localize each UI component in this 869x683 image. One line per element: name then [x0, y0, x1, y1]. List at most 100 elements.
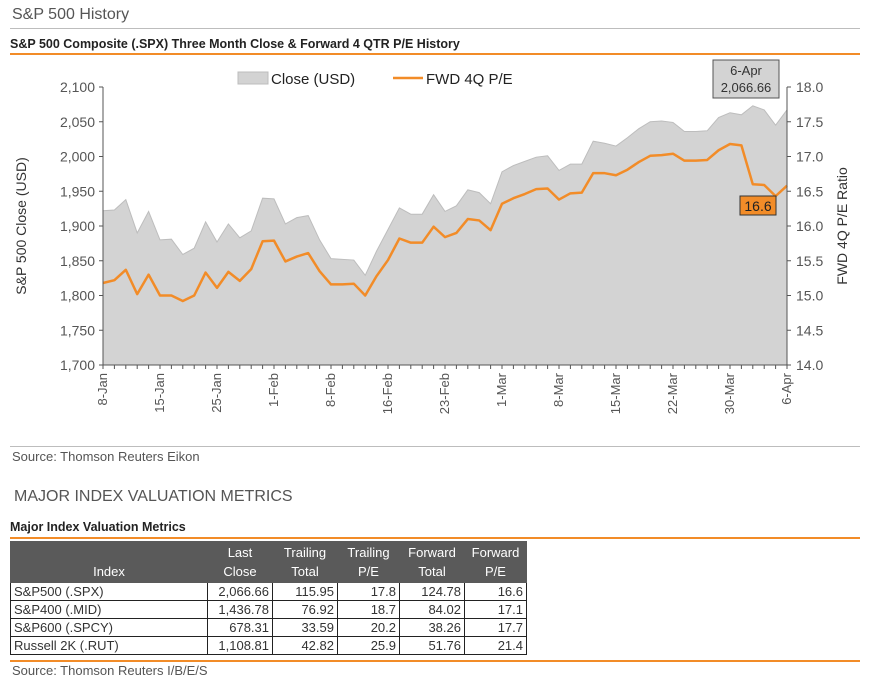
x-tick-label: 23-Feb: [437, 373, 452, 414]
x-tick-label: 15-Mar: [608, 372, 623, 414]
legend-label-close: Close (USD): [271, 71, 355, 88]
header-trailing-pe: Trailing P/E: [337, 541, 400, 583]
y-tick-label-left: 1,800: [60, 288, 95, 304]
legend-label-pe: FWD 4Q P/E: [426, 71, 513, 88]
y-tick-label-right: 16.0: [796, 218, 823, 234]
cell-index: S&P400 (.MID): [10, 600, 208, 619]
chart-title-rule: [10, 53, 860, 55]
section-title: MAJOR INDEX VALUATION METRICS: [14, 488, 293, 505]
cell-forward-pe: 21.4: [464, 636, 527, 655]
cell-trailing-pe: 20.2: [337, 618, 400, 637]
header-line2: Close: [223, 564, 257, 579]
header-line2: P/E: [358, 564, 379, 579]
table-row: Russell 2K (.RUT) 1,108.81 42.82 25.9 51…: [10, 636, 527, 655]
x-tick-label: 1-Feb: [266, 373, 281, 407]
last-close-callout-value: 2,066.66: [721, 80, 772, 95]
y-tick-label-right: 14.5: [796, 322, 823, 338]
table-row: S&P400 (.MID) 1,436.78 76.92 18.7 84.02 …: [10, 600, 527, 619]
cell-last-close: 2,066.66: [207, 582, 273, 601]
header-line2: Total: [418, 564, 446, 579]
cell-forward-pe: 16.6: [464, 582, 527, 601]
table-row: S&P600 (.SPCY) 678.31 33.59 20.2 38.26 1…: [10, 618, 527, 637]
cell-index: S&P600 (.SPCY): [10, 618, 208, 637]
cell-forward-pe: 17.1: [464, 600, 527, 619]
table-source: Source: Thomson Reuters I/B/E/S: [12, 663, 208, 678]
header-trailing-total: Trailing Total: [272, 541, 338, 583]
header-line1: [14, 543, 204, 562]
y-tick-label-right: 18.0: [796, 79, 823, 95]
cell-trailing-pe: 25.9: [337, 636, 400, 655]
last-pe-callout-value: 16.6: [744, 198, 771, 214]
cell-forward-pe: 17.7: [464, 618, 527, 637]
header-line1: Forward: [408, 545, 456, 560]
header-line1: Last: [227, 545, 253, 560]
cell-trailing-total: 33.59: [272, 618, 338, 637]
x-tick-label: 1-Mar: [494, 372, 509, 407]
table-bottom-rule: [10, 660, 860, 662]
header-index: Index: [10, 541, 208, 583]
header-line2: Total: [291, 564, 319, 579]
cell-trailing-total: 76.92: [272, 600, 338, 619]
y-tick-label-right: 16.5: [796, 183, 823, 199]
chart-source: Source: Thomson Reuters Eikon: [12, 449, 200, 464]
header-line2: P/E: [485, 564, 506, 579]
y-tick-label-left: 2,000: [60, 149, 95, 165]
y-tick-label-left: 1,700: [60, 357, 95, 373]
table-row: S&P500 (.SPX) 2,066.66 115.95 17.8 124.7…: [10, 582, 527, 601]
cell-trailing-total: 42.82: [272, 636, 338, 655]
cell-last-close: 678.31: [207, 618, 273, 637]
cell-last-close: 1,108.81: [207, 636, 273, 655]
cell-trailing-pe: 18.7: [337, 600, 400, 619]
x-tick-label: 8-Jan: [95, 373, 110, 406]
valuation-table: Index Last Close Trailing Total Trailing…: [10, 541, 527, 655]
y-tick-label-left: 2,100: [60, 79, 95, 95]
y-tick-label-left: 1,950: [60, 183, 95, 199]
y-tick-label-left: 1,900: [60, 218, 95, 234]
y-tick-label-right: 17.0: [796, 149, 823, 165]
cell-forward-total: 51.76: [399, 636, 465, 655]
table-title-rule: [10, 537, 860, 539]
y-tick-label-right: 14.0: [796, 357, 823, 373]
y-tick-label-right: 17.5: [796, 114, 823, 130]
cell-index: Russell 2K (.RUT): [10, 636, 208, 655]
cell-last-close: 1,436.78: [207, 600, 273, 619]
x-tick-label: 16-Feb: [380, 373, 395, 414]
x-tick-label: 25-Jan: [209, 373, 224, 413]
header-line1: Trailing: [283, 545, 327, 560]
y-axis-left-title: S&P 500 Close (USD): [13, 157, 29, 294]
chart-title: S&P 500 Composite (.SPX) Three Month Clo…: [10, 37, 460, 51]
header-line2: Index: [93, 564, 125, 579]
x-tick-label: 22-Mar: [665, 372, 680, 414]
y-axis-right-title: FWD 4Q P/E Ratio: [834, 167, 850, 285]
last-pe-callout-box: [739, 195, 777, 216]
cell-forward-total: 84.02: [399, 600, 465, 619]
sp500-history-chart: 1,700 1,750 1,800 1,850 1,900 1,950 2,000 2,050…: [13, 59, 850, 414]
cell-trailing-pe: 17.8: [337, 582, 400, 601]
y-tick-label-left: 2,050: [60, 114, 95, 130]
cell-forward-total: 38.26: [399, 618, 465, 637]
cell-forward-total: 124.78: [399, 582, 465, 601]
chart-bottom-divider: [10, 446, 860, 447]
table-title: Major Index Valuation Metrics: [10, 520, 186, 534]
header-forward-pe: Forward P/E: [464, 541, 527, 583]
legend-swatch-close: [237, 71, 269, 85]
y-tick-label-left: 1,850: [60, 253, 95, 269]
last-close-callout-date: 6-Apr: [730, 63, 762, 78]
close-area-series: [102, 105, 788, 366]
table-header-row: Index Last Close Trailing Total Trailing…: [10, 541, 527, 583]
x-tick-label: 30-Mar: [722, 372, 737, 414]
x-tick-label: 15-Jan: [152, 373, 167, 413]
y-tick-label-left: 1,750: [60, 322, 95, 338]
last-close-callout-box: [712, 59, 780, 99]
x-tick-label: 8-Mar: [551, 372, 566, 407]
page-title: S&P 500 History: [12, 6, 130, 23]
page-title-divider: [10, 28, 860, 29]
header-line1: Trailing: [347, 545, 390, 560]
header-last-close: Last Close: [207, 541, 273, 583]
pe-line-series: [102, 142, 788, 303]
x-tick-label: 6-Apr: [779, 372, 794, 404]
cell-index: S&P500 (.SPX): [10, 582, 208, 601]
header-forward-total: Forward Total: [399, 541, 465, 583]
y-tick-label-right: 15.5: [796, 253, 823, 269]
x-tick-label: 8-Feb: [323, 373, 338, 407]
